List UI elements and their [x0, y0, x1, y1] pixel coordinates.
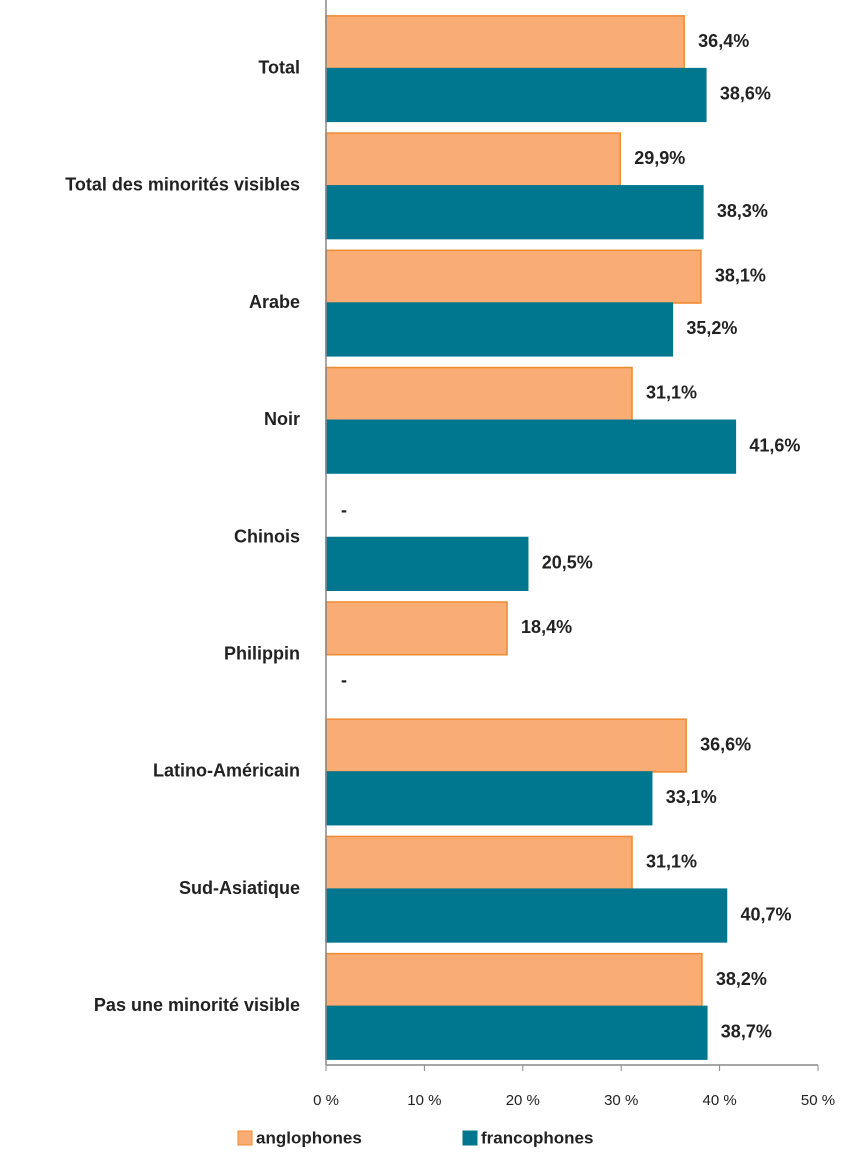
- bar: [325, 15, 685, 70]
- x-tick-label: 40 %: [702, 1092, 736, 1109]
- y-tick-label: Sud-Asiatique: [179, 878, 300, 898]
- legend-label: francophones: [481, 1128, 593, 1147]
- data-label: 41,6%: [749, 435, 800, 455]
- data-label: 18,4%: [521, 617, 572, 637]
- bar: [325, 185, 704, 240]
- x-tick-label: 10 %: [407, 1092, 441, 1109]
- bar: [325, 601, 508, 656]
- data-label: 20,5%: [542, 553, 593, 573]
- data-label: 33,1%: [666, 787, 717, 807]
- y-tick-label: Latino-Américain: [153, 761, 300, 781]
- y-tick-label: Arabe: [249, 292, 300, 312]
- data-label: 36,6%: [700, 734, 751, 754]
- legend-label: anglophones: [256, 1128, 362, 1147]
- data-label: 36,4%: [698, 31, 749, 51]
- legend-swatch: [237, 1130, 253, 1146]
- y-tick-label: Total des minorités visibles: [65, 175, 300, 195]
- bar: [325, 771, 653, 826]
- data-label: 35,2%: [686, 318, 737, 338]
- data-label: 38,6%: [720, 84, 771, 104]
- y-tick-label: Philippin: [224, 643, 300, 663]
- x-tick-label: 20 %: [506, 1092, 540, 1109]
- y-tick-label: Total: [258, 57, 300, 77]
- y-tick-label: Pas une minorité visible: [94, 995, 300, 1015]
- legend-swatch: [462, 1130, 478, 1146]
- bar: [325, 366, 633, 422]
- y-tick-label: Noir: [264, 409, 300, 429]
- data-label: 38,1%: [715, 265, 766, 285]
- data-label: 38,3%: [717, 201, 768, 221]
- bar: [325, 718, 687, 773]
- bar: [325, 952, 703, 1008]
- bar: [325, 419, 737, 474]
- data-label: 29,9%: [634, 148, 685, 168]
- bar: [325, 536, 529, 591]
- bar: [325, 835, 633, 890]
- x-tick-label: 30 %: [604, 1092, 638, 1109]
- data-label: 38,2%: [716, 969, 767, 989]
- data-label: -: [341, 670, 347, 690]
- data-label: 31,1%: [646, 852, 697, 872]
- bar: [325, 67, 707, 123]
- x-tick-label: 0 %: [313, 1092, 339, 1109]
- data-label: -: [341, 500, 347, 520]
- x-tick-label: 50 %: [801, 1092, 835, 1109]
- bar: [325, 888, 728, 943]
- bar: [325, 302, 674, 357]
- data-label: 31,1%: [646, 383, 697, 403]
- y-tick-label: Chinois: [234, 526, 300, 546]
- data-label: 38,7%: [721, 1022, 772, 1042]
- data-label: 40,7%: [740, 904, 791, 924]
- bar: [325, 249, 702, 304]
- bar: [325, 132, 621, 187]
- bar: [325, 1005, 708, 1060]
